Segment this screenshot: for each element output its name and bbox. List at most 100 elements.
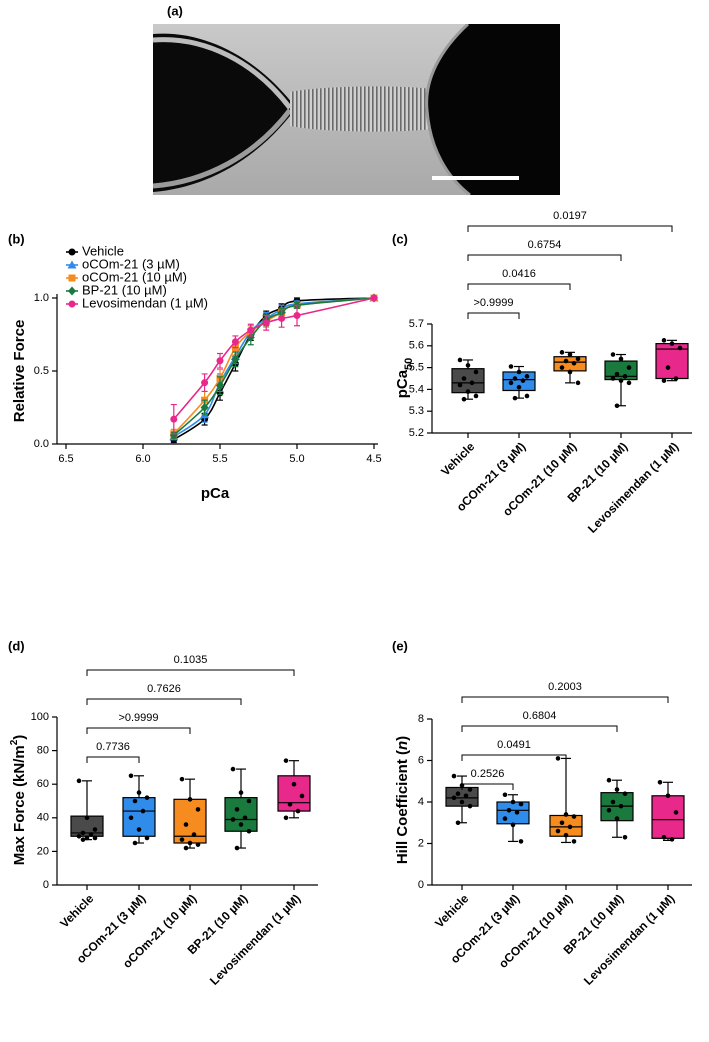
data-point [665,365,671,370]
data-point [140,808,146,814]
data-point [465,389,471,394]
box [277,775,311,812]
data-point [555,828,561,834]
data-point [283,815,289,821]
data-point [183,845,189,851]
data-point [512,395,518,401]
data-point [606,777,612,783]
data-point [502,792,508,798]
data-point [128,815,134,821]
data-point [238,790,244,795]
data-point [187,840,193,846]
data-point [512,376,518,381]
data-point [661,338,667,343]
data-point [563,358,569,364]
data-point [201,379,209,387]
data-point [571,839,577,844]
data-point [510,799,516,805]
data-point [571,360,577,366]
x-tick-label: 4.5 [366,453,381,465]
significance-bracket [467,312,520,319]
legend-label: Levosimendan (1 µM) [82,295,208,310]
data-point [262,319,270,327]
data-point [518,801,524,807]
data-point [132,840,138,846]
y-tick-label: 1.0 [34,292,49,304]
data-point [144,835,150,841]
data-point [195,807,201,812]
data-point [200,403,209,412]
data-point [132,798,138,804]
y-tick-label: 4 [418,796,424,808]
data-point [457,357,463,363]
data-point [610,799,616,805]
data-point [291,781,297,787]
data-point [195,842,201,847]
data-point [469,380,475,386]
micrograph [153,24,560,195]
data-point [563,812,569,817]
p-value: 0.6804 [523,710,557,722]
data-point [516,384,522,390]
data-point [76,778,82,784]
data-point [473,393,479,399]
data-point [614,816,620,821]
data-point [473,369,479,375]
data-point [246,332,255,342]
y-tick-label: 6 [418,754,424,766]
data-point [231,338,239,346]
significance-bracket [467,225,673,232]
data-point [610,352,616,357]
data-point [463,793,469,799]
y-axis-label-part: n [394,741,411,750]
y-axis-label-part: pCa [394,369,411,398]
data-point [230,817,236,822]
y-axis-label-part: Hill Coefficient ( [394,750,411,864]
data-point [502,816,508,821]
data-point [510,822,516,828]
data-point [567,824,573,830]
x-tick-label: Levosimendan (1 µM) [581,891,677,987]
p-value: 0.2526 [471,768,505,780]
data-point [559,820,565,826]
data-point [614,787,620,792]
significance-bracket [461,725,618,732]
data-point [661,378,667,383]
y-tick-label: 0.5 [34,365,49,377]
data-point [661,834,667,840]
y-tick-label: 20 [37,845,49,857]
data-point [571,814,577,819]
data-point [467,803,473,809]
y-tick-label: 100 [31,711,49,723]
data-point [299,793,305,799]
data-point [216,357,224,365]
y-tick-label: 2 [418,837,424,849]
data-point [230,766,236,772]
x-tick-label: Vehicle [57,891,96,930]
data-point [575,380,581,386]
y-tick-label: 0.0 [34,438,49,450]
data-point [183,822,189,827]
data-point [76,833,82,839]
legend-marker [67,260,77,269]
y-axis-label-part: ) [394,736,411,741]
data-point [92,835,98,841]
p-value: 0.2003 [548,681,582,693]
data-point [459,799,465,805]
x-tick-label: 5.5 [212,453,227,465]
x-tick-label: 6.5 [58,453,73,465]
data-point [461,376,467,381]
legend-label: BP-21 (10 µM) [82,282,167,297]
panel-label: (c) [392,231,408,246]
data-point [657,779,663,785]
y-tick-label: 8 [418,713,424,725]
significance-bracket [461,783,514,790]
data-point [567,352,573,357]
y-tick-label: 5.4 [409,383,424,395]
data-point [136,790,142,795]
legend-marker [68,274,76,282]
y-tick-label: 5.3 [409,405,424,417]
y-tick-label: 5.2 [409,427,424,439]
data-point [618,378,624,383]
